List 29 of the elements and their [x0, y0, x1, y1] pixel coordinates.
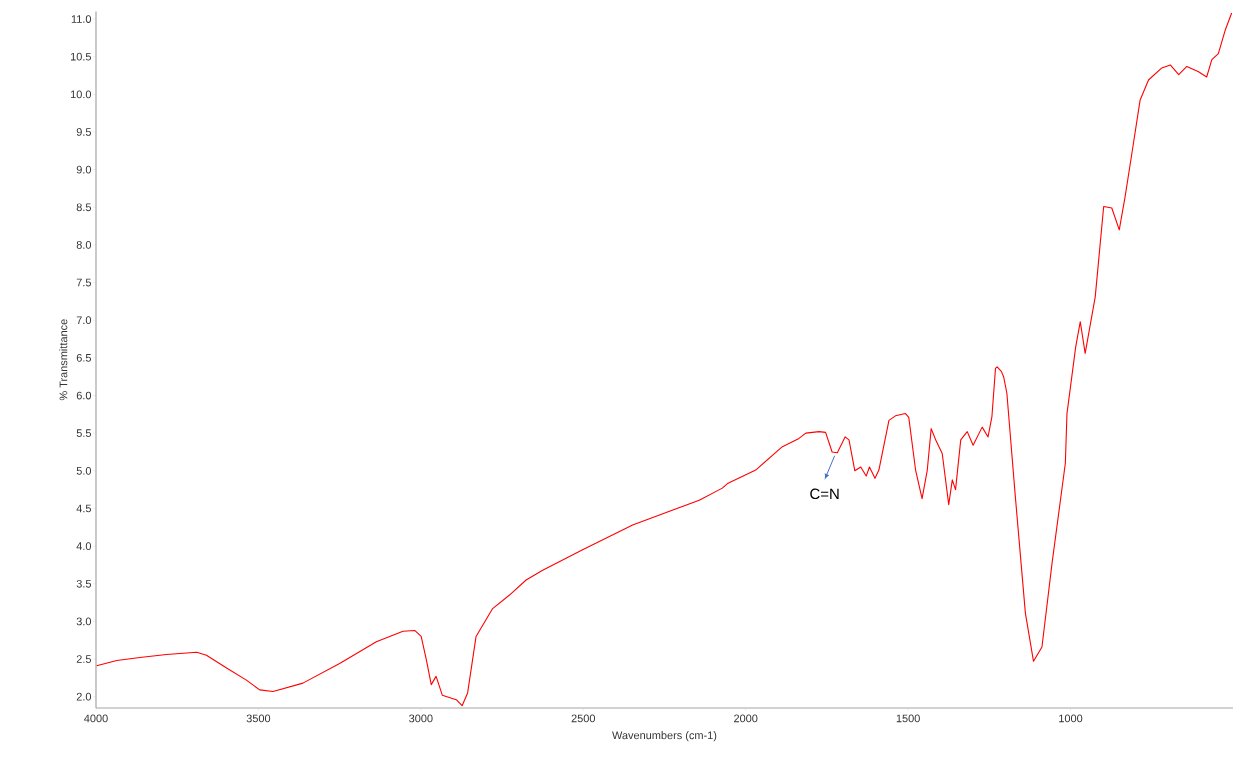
x-tick-label: 1000 — [1059, 714, 1083, 723]
y-tick-label: 4.0 — [76, 542, 92, 550]
y-tick-label: 6.0 — [76, 391, 92, 400]
x-tick-label: 3000 — [409, 714, 433, 723]
y-tick-label: 5.5 — [76, 429, 92, 437]
y-tick-label: 8.5 — [76, 203, 92, 212]
x-tick-label: 4000 — [84, 714, 108, 723]
y-tick-label: 3.5 — [76, 579, 92, 588]
x-tick-label: 1500 — [896, 714, 920, 723]
y-tick-label: 2.0 — [76, 692, 92, 701]
x-axis-title: Wavenumbers (cm-1) — [612, 731, 717, 742]
x-tick-label: 3500 — [246, 714, 271, 723]
x-tick-label: 2000 — [734, 714, 758, 723]
y-axis-title: % Transmittance — [59, 319, 68, 401]
y-tick-label: 3.0 — [76, 617, 92, 626]
y-tick-label: 9.5 — [76, 128, 92, 136]
annotation: C=N — [810, 488, 839, 500]
y-tick-label: 6.5 — [76, 353, 92, 362]
y-tick-label: 5.0 — [76, 466, 92, 475]
y-tick-label: 7.0 — [76, 316, 92, 325]
y-tick-label: 11.0 — [71, 15, 92, 23]
y-tick-label: 2.5 — [76, 655, 92, 663]
y-tick-label: 8.0 — [76, 241, 92, 249]
y-tick-label: 7.5 — [76, 278, 92, 287]
y-tick-label: 4.5 — [76, 504, 92, 513]
x-tick-label: 2500 — [571, 714, 596, 723]
y-tick-label: 10.5 — [70, 52, 91, 61]
y-tick-label: 9.0 — [76, 165, 92, 174]
y-tick-label: 10.0 — [70, 90, 92, 99]
